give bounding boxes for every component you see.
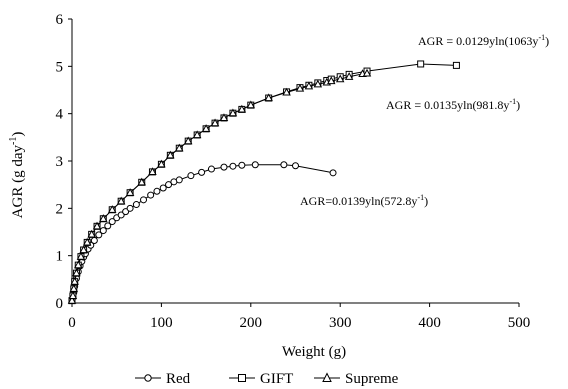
y-tick-label: 4 [56,107,64,123]
series-layer [67,60,460,305]
data-point-supreme [157,159,166,168]
data-point-supreme [148,167,157,175]
data-point-supreme [92,221,102,230]
data-point-supreme [137,177,146,186]
y-tick-label: 6 [56,12,64,28]
data-point-supreme [99,214,108,222]
y-tick-label: 5 [56,59,64,75]
x-tick-label: 200 [240,315,263,331]
data-point-supreme [72,268,81,277]
data-point-red [251,161,259,169]
data-point-red [90,237,98,245]
y-tick-label: 0 [56,296,64,312]
x-axis-label: Weight (g) [282,344,346,360]
data-point-red [187,172,195,180]
data-point-supreme [246,100,256,109]
data-point-supreme [327,76,336,85]
legend-marker-triangle [322,372,332,382]
axes: 0 1 2 3 4 5 6 0 100 200 300 400 500 [56,12,531,331]
x-tick-label: 500 [508,315,531,331]
data-point-supreme [116,196,126,205]
data-point-supreme [74,260,83,269]
legend-label-supreme: Supreme [345,371,399,387]
series-line-supreme [71,72,368,301]
data-point-supreme [362,68,372,77]
legend-marker-circle [144,374,152,382]
x-tick-label: 100 [150,315,173,331]
legend-item-red: Red [135,371,191,387]
legend: Red GIFT Supreme [135,371,399,387]
data-point-supreme [166,150,175,159]
data-point-supreme [69,284,79,292]
data-point-red [165,181,173,189]
data-point-red [175,176,183,184]
legend-marker-square [238,374,246,382]
data-point-red [108,218,116,226]
x-tick-label: 0 [68,315,76,331]
series-supreme [67,68,372,304]
data-point-supreme [201,124,211,132]
y-tick-label: 1 [56,249,64,265]
data-point-supreme [313,79,323,88]
data-point-supreme [335,74,345,83]
legend-label-gift: GIFT [260,371,293,387]
data-point-supreme [304,81,314,90]
series-red [68,161,337,305]
data-point-red [238,161,246,169]
data-point-red [104,222,112,230]
data-point-supreme [76,251,86,260]
data-point-supreme [107,205,117,213]
data-point-supreme [237,104,247,113]
data-point-gift [417,60,425,68]
legend-item-supreme: Supreme [314,371,399,387]
annotation-gift: AGR = 0.0129yln(1063y-1) [418,33,549,48]
data-point-supreme [219,113,229,122]
data-point-supreme [175,143,184,152]
data-point-red [95,231,103,239]
data-point-red [159,184,167,192]
data-point-red [207,165,215,173]
data-point-supreme [68,291,78,299]
y-tick-label: 3 [56,154,64,170]
data-point-red [126,204,134,212]
data-point-supreme [344,72,354,80]
data-point-red [329,169,337,177]
annotation-red: AGR=0.0139yln(572.8y-1) [300,193,428,208]
data-point-red [292,162,299,170]
data-point-supreme [125,188,135,196]
data-point-red [99,227,107,235]
data-point-red [198,168,206,176]
data-point-gift [452,61,460,69]
data-point-supreme [183,136,193,145]
data-point-red [153,187,161,195]
data-point-supreme [70,277,79,285]
data-point-supreme [192,130,202,139]
legend-item-gift: GIFT [229,371,293,387]
data-point-red [229,162,237,170]
data-point-red [220,163,228,171]
data-point-supreme [67,295,77,304]
annotation-supreme: AGR = 0.0135yln(981.8y-1) [386,97,520,112]
legend-label-red: Red [166,371,191,387]
data-point-supreme [295,83,305,92]
x-tick-label: 300 [329,315,352,331]
data-point-red [132,201,140,209]
y-tick-label: 2 [56,201,64,217]
data-point-supreme [282,87,291,96]
x-tick-label: 400 [418,315,441,331]
data-point-supreme [264,93,273,102]
data-point-supreme [82,237,92,246]
series-line-red [71,164,334,301]
data-point-supreme [228,108,238,117]
data-point-red [140,196,148,204]
data-point-supreme [79,245,88,254]
y-axis-label: AGR (g day-1) [8,132,26,219]
data-point-supreme [87,229,96,238]
data-point-red [280,161,288,169]
data-point-supreme [210,118,220,127]
data-point-red [147,191,155,199]
